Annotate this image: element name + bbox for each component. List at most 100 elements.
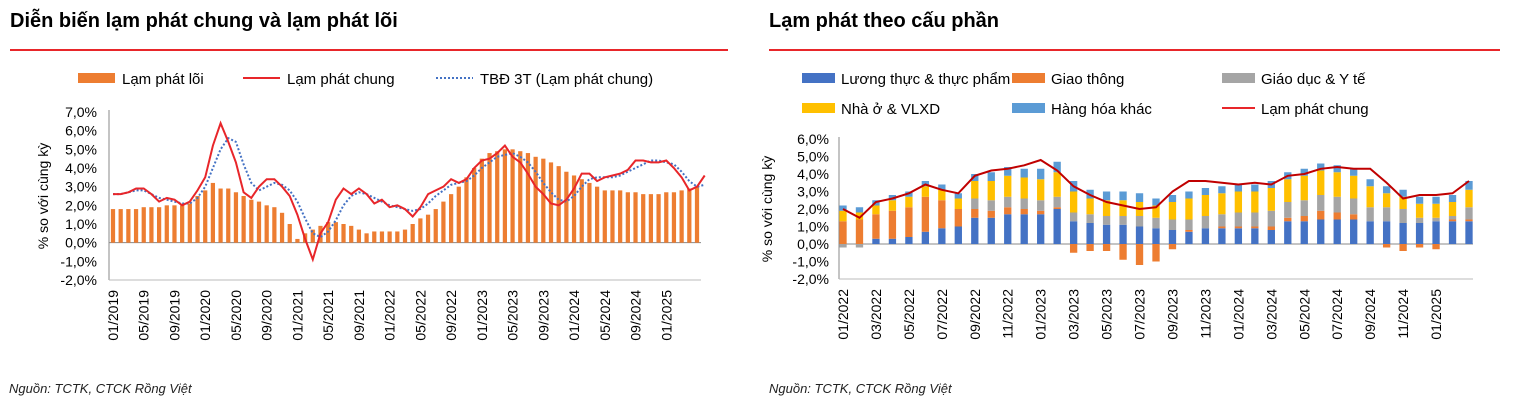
transport-bar-segment [855, 219, 864, 244]
source-note: Nguồn: TCTK, CTCK Rồng Việt [769, 381, 952, 396]
other-goods-bar-segment [1218, 186, 1226, 194]
education-health-bar-segment [1004, 196, 1012, 208]
x-tick-label: 03/2024 [1263, 289, 1279, 340]
other-goods-bar-segment [1382, 186, 1391, 194]
transport-bar-segment [872, 214, 880, 239]
y-tick-label: -1,0% [60, 253, 97, 269]
transport-bar-segment [921, 196, 930, 232]
transport-bar-segment [1152, 244, 1160, 262]
housing-bar-segment [1234, 191, 1243, 213]
education-health-bar-segment [1333, 196, 1341, 213]
transport-bar-segment [905, 207, 913, 237]
y-tick-label: 6,0% [65, 123, 97, 139]
transport-bar-segment [1218, 226, 1226, 229]
other-goods-bar-segment [1102, 191, 1111, 201]
food-bar-segment [1333, 219, 1341, 244]
ma3-headline-line [113, 136, 705, 239]
other-goods-bar-segment [1317, 163, 1325, 171]
core-inflation-bar [571, 175, 577, 243]
housing-bar-segment [1201, 195, 1210, 216]
x-tick-label: 05/2020 [228, 290, 244, 341]
y-axis-title: % so với cùng kỳ [35, 143, 51, 249]
core-inflation-bar [633, 192, 638, 243]
housing-bar-segment [1350, 175, 1358, 199]
x-tick-label: 09/2022 [443, 290, 459, 341]
core-inflation-bar [656, 194, 661, 243]
education-health-bar-segment [1366, 207, 1374, 222]
education-health-bar-segment [1119, 216, 1127, 225]
y-tick-label: 0,0% [65, 235, 97, 251]
education-health-bar-segment [1201, 216, 1210, 229]
core-inflation-bar [533, 156, 538, 243]
other-goods-bar-segment [1119, 191, 1127, 201]
core-inflation-bar [579, 179, 584, 243]
transport-bar-segment [1053, 207, 1061, 209]
core-inflation-bar [618, 190, 623, 243]
transport-bar-segment [1251, 226, 1259, 229]
other-goods-bar-segment [1333, 165, 1341, 173]
food-bar-segment [1168, 230, 1177, 244]
housing-bar-segment [1432, 203, 1440, 218]
food-bar-segment [1366, 221, 1374, 244]
x-tick-label: 03/2022 [868, 289, 884, 340]
core-vs-headline-inflation-chart: Lạm phát lõi Lạm phát chung TBĐ 3T (Lạm ph… [35, 71, 706, 341]
y-tick-label: 5,0% [797, 149, 829, 165]
headline-inflation-line [113, 120, 706, 263]
education-health-bar-segment [1399, 209, 1407, 223]
core-inflation-bar [210, 182, 216, 243]
core-inflation-bar [510, 149, 515, 243]
y-tick-label: 5,0% [65, 141, 97, 157]
core-inflation-bar [587, 182, 592, 243]
core-inflation-bar [279, 212, 285, 243]
x-tick-label: 01/2025 [658, 290, 674, 341]
education-health-bar-segment [1069, 212, 1078, 222]
headline-inflation-line [842, 158, 1470, 220]
x-tick-label: 09/2021 [351, 290, 367, 341]
food-bar-segment [1086, 223, 1094, 244]
transport-bar-segment [1086, 244, 1094, 251]
transport-bar-segment [1333, 212, 1341, 220]
education-health-bar-segment [1102, 216, 1111, 225]
food-bar-segment [1053, 209, 1061, 244]
core-inflation-bar [425, 214, 431, 243]
legend-swatch-housing [802, 103, 835, 113]
housing-bar-segment [905, 196, 913, 208]
y-tick-label: -2,0% [792, 271, 829, 287]
core-inflation-bar [594, 186, 600, 243]
education-health-bar-segment [1465, 207, 1473, 220]
education-health-bar-segment [1251, 212, 1259, 227]
food-bar-segment [1102, 224, 1111, 244]
core-inflation-bar [679, 190, 684, 243]
x-tick-label: 09/2024 [1362, 289, 1378, 340]
housing-bar-segment [1168, 202, 1177, 220]
food-bar-segment [1432, 221, 1440, 244]
y-tick-label: 0,0% [797, 236, 829, 252]
other-goods-bar-segment [1004, 167, 1012, 176]
food-bar-segment [872, 238, 880, 244]
transport-bar-segment [1465, 219, 1473, 222]
legend-swatch-food [802, 73, 835, 83]
food-bar-segment [1382, 221, 1391, 244]
housing-bar-segment [1086, 198, 1094, 215]
other-goods-bar-segment [1201, 188, 1210, 195]
x-tick-label: 01/2024 [566, 290, 582, 341]
chart-legend: Lương thực & thực phẩm Giao thông Giáo dục… [802, 71, 1369, 118]
education-health-bar-segment [1415, 217, 1424, 223]
other-goods-bar-segment [987, 172, 995, 181]
housing-bar-segment [1399, 196, 1407, 209]
core-inflation-bar [364, 233, 369, 243]
other-goods-bar-segment [1399, 189, 1407, 197]
food-bar-segment [1448, 221, 1457, 244]
x-tick-label: 11/2024 [1395, 289, 1411, 339]
other-goods-bar-segment [954, 193, 962, 199]
core-inflation-bar [502, 149, 508, 243]
core-inflation-bar [372, 231, 377, 243]
x-tick-label: 01/2021 [289, 290, 305, 341]
food-bar-segment [1218, 228, 1226, 244]
education-health-bar-segment [1053, 196, 1061, 208]
education-health-bar-segment [839, 244, 847, 248]
education-health-bar-segment [987, 200, 995, 211]
y-tick-label: 6,0% [797, 131, 829, 147]
housing-bar-segment [954, 198, 962, 209]
education-health-bar-segment [1432, 217, 1440, 222]
